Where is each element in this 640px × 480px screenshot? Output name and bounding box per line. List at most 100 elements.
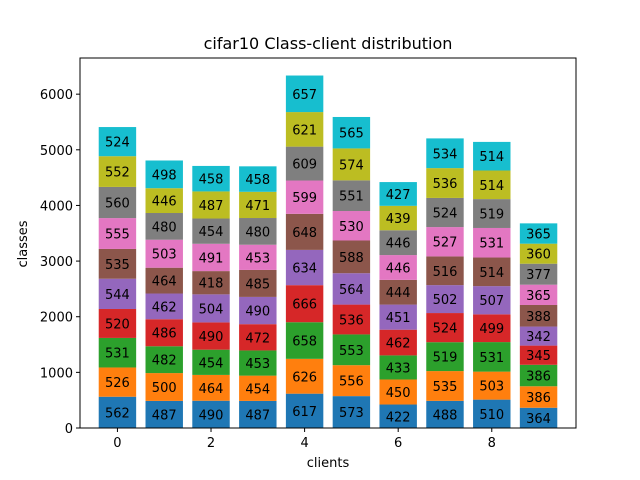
bar-value-label: 480 xyxy=(152,220,177,235)
bar-value-label: 519 xyxy=(479,208,504,223)
bar-value-label: 490 xyxy=(245,305,270,320)
x-tick-label: 0 xyxy=(113,436,121,451)
bar-segment xyxy=(519,243,558,264)
bar-value-label: 503 xyxy=(479,380,504,395)
bar-segment xyxy=(426,371,464,401)
bar-value-label: 599 xyxy=(292,191,317,206)
bar-segment xyxy=(379,182,417,206)
bar-value-label: 453 xyxy=(245,251,270,266)
bar-segment xyxy=(332,116,371,149)
bar-segment xyxy=(379,329,417,356)
bar-segment xyxy=(285,213,324,250)
bar-segment xyxy=(98,396,137,428)
bar-value-label: 634 xyxy=(292,262,317,277)
chart-title: cifar10 Class-client distribution xyxy=(204,34,453,53)
bar-segment xyxy=(192,271,230,295)
bar-segment xyxy=(239,324,277,351)
bar-value-label: 487 xyxy=(199,199,224,214)
x-tick-label: 2 xyxy=(207,436,215,451)
bar-segment xyxy=(332,334,371,366)
bar-value-label: 386 xyxy=(526,370,551,385)
bar-segment xyxy=(285,393,324,428)
bar-segment xyxy=(98,248,137,279)
bar-segment xyxy=(379,230,417,256)
bar-value-label: 502 xyxy=(433,293,458,308)
bar-segment xyxy=(519,263,558,285)
bar-segment xyxy=(145,267,183,294)
bar-value-label: 658 xyxy=(292,335,317,350)
bar-value-label: 482 xyxy=(152,354,177,369)
bar-segment xyxy=(426,400,464,428)
bar-segment xyxy=(285,180,324,214)
bar-segment xyxy=(519,284,558,305)
y-tick-label: 6000 xyxy=(40,88,73,103)
bar-segment xyxy=(332,304,371,335)
bar-segment xyxy=(332,148,371,181)
bar-segment xyxy=(519,304,558,327)
bar-segment xyxy=(239,296,277,325)
bar-value-label: 487 xyxy=(152,408,177,423)
bar-value-label: 458 xyxy=(199,173,224,188)
bar-value-label: 524 xyxy=(433,207,458,222)
bar-segment xyxy=(98,308,137,338)
bar-value-label: 556 xyxy=(339,375,364,390)
y-tick-label: 2000 xyxy=(40,311,73,326)
bar-segment xyxy=(285,249,324,286)
bar-segment xyxy=(192,191,230,219)
x-tick-label: 4 xyxy=(300,436,308,451)
x-tick-label: 6 xyxy=(394,436,402,451)
bar-value-label: 498 xyxy=(152,168,177,183)
bar-value-label: 555 xyxy=(105,228,130,243)
bar-segment xyxy=(98,367,137,397)
bar-value-label: 551 xyxy=(339,190,364,205)
axes-layer: 0 2 4 6 8 0 1000 2000 3000 4000 5000 6000 xyxy=(40,57,577,451)
bar-value-label: 453 xyxy=(245,357,270,372)
bar-segment xyxy=(473,170,511,200)
bar-segment xyxy=(473,371,511,400)
y-axis-label: classes xyxy=(16,220,31,267)
bar-segment xyxy=(519,345,558,365)
bar-segment xyxy=(379,279,417,305)
bar-value-label: 365 xyxy=(526,228,551,243)
bar-value-label: 485 xyxy=(245,277,270,292)
bar-segment xyxy=(379,255,417,280)
bar-segment xyxy=(379,379,417,405)
bar-segment xyxy=(473,227,511,258)
bar-segment xyxy=(145,293,183,320)
bar-value-label: 531 xyxy=(479,351,504,366)
x-tick-label: 8 xyxy=(488,436,496,451)
bar-value-label: 536 xyxy=(339,314,364,329)
bar-value-label: 553 xyxy=(339,344,364,359)
bar-segment xyxy=(519,407,558,428)
bar-segment xyxy=(332,211,371,241)
bar-value-label: 458 xyxy=(245,173,270,188)
bar-value-label: 454 xyxy=(245,382,270,397)
bar-value-label: 544 xyxy=(105,288,130,303)
bar-segment xyxy=(98,156,137,187)
bar-segment xyxy=(426,138,464,169)
y-tick-label: 3000 xyxy=(40,255,73,270)
bar-value-label: 454 xyxy=(199,225,224,240)
bar-segment xyxy=(239,400,277,428)
y-tick-label: 4000 xyxy=(40,199,73,214)
bar-segment xyxy=(379,404,417,428)
bar-value-label: 446 xyxy=(386,237,411,252)
bar-value-label: 422 xyxy=(386,410,411,425)
bar-value-label: 552 xyxy=(105,166,130,181)
bar-value-label: 427 xyxy=(386,188,411,203)
bar-value-label: 531 xyxy=(479,237,504,252)
bar-value-label: 386 xyxy=(526,391,551,406)
y-tick-label: 1000 xyxy=(40,366,73,381)
bar-segment xyxy=(473,342,511,372)
bar-segment xyxy=(519,364,558,387)
bar-value-label: 588 xyxy=(339,251,364,266)
bar-segment xyxy=(519,386,558,408)
bar-value-label: 519 xyxy=(433,351,458,366)
bar-value-label: 560 xyxy=(105,196,130,211)
bar-segment xyxy=(379,355,417,380)
bar-segment xyxy=(145,188,183,214)
bar-segment xyxy=(426,168,464,198)
bar-value-label: 471 xyxy=(245,199,270,214)
bar-value-label: 439 xyxy=(386,212,411,227)
